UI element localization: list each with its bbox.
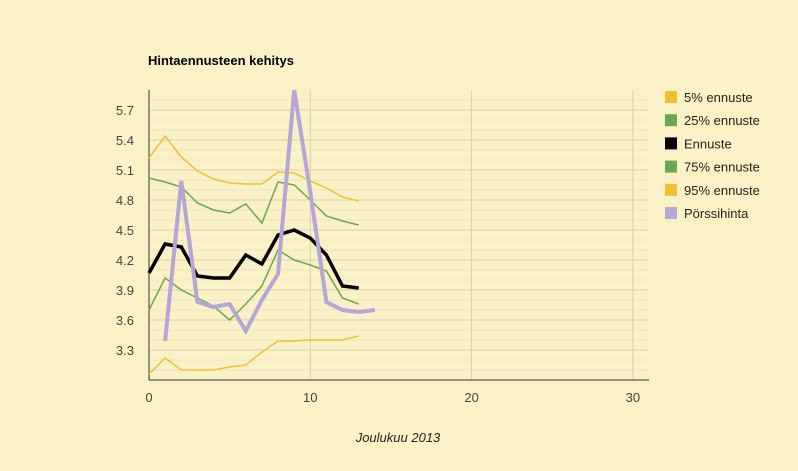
legend-swatch — [665, 114, 677, 127]
y-tick-label: 4.8 — [116, 193, 134, 208]
axes — [148, 90, 649, 381]
y-tick-label: 3.6 — [116, 313, 134, 328]
series-line-2 — [147, 228, 359, 290]
legend-swatch — [665, 91, 677, 103]
x-axis-label: Joulukuu 2013 — [355, 430, 441, 445]
y-tick-label: 5.1 — [116, 163, 134, 178]
x-tick-label: 30 — [626, 390, 640, 405]
legend-label: 75% ennuste — [684, 160, 760, 175]
legend-item: 5% ennuste — [665, 90, 753, 105]
chart-title: Hintaennusteen kehitys — [148, 53, 294, 68]
legend-swatch — [665, 183, 677, 196]
grid — [149, 90, 649, 380]
legend-swatch — [665, 160, 677, 173]
legend-swatch — [665, 137, 677, 150]
series-line-5 — [163, 89, 376, 342]
legend-label: Ennuste — [684, 136, 732, 151]
series-group — [147, 89, 376, 375]
legend-item: 75% ennuste — [665, 160, 760, 175]
legend: 5% ennuste 25% ennuste Ennuste 75% ennuste 9… — [665, 90, 760, 221]
x-tick-label: 0 — [145, 390, 152, 405]
legend-label: Pörssihinta — [684, 206, 749, 221]
x-tick-label: 20 — [464, 390, 478, 405]
legend-item: 25% ennuste — [665, 113, 760, 128]
x-axis-ticks: 0 10 20 30 — [145, 390, 640, 405]
series-line-0 — [148, 335, 359, 375]
y-tick-label: 4.2 — [116, 253, 134, 268]
y-tick-label: 5.4 — [116, 133, 134, 148]
legend-item: Pörssihinta — [665, 206, 749, 221]
y-tick-label: 4.5 — [116, 223, 134, 238]
legend-label: 5% ennuste — [684, 90, 753, 105]
legend-item: 95% ennuste — [665, 183, 760, 198]
legend-label: 25% ennuste — [684, 113, 760, 128]
legend-swatch — [665, 207, 677, 219]
y-axis-ticks: 3.3 3.6 3.9 4.2 4.5 4.8 5.1 5.4 5.7 — [116, 103, 134, 358]
legend-label: 95% ennuste — [684, 183, 760, 198]
y-tick-label: 3.9 — [116, 283, 134, 298]
series-line-4 — [148, 134, 359, 202]
y-tick-label: 3.3 — [116, 343, 134, 358]
legend-item: Ennuste — [665, 136, 732, 151]
x-tick-label: 10 — [303, 390, 317, 405]
y-tick-label: 5.7 — [116, 103, 134, 118]
